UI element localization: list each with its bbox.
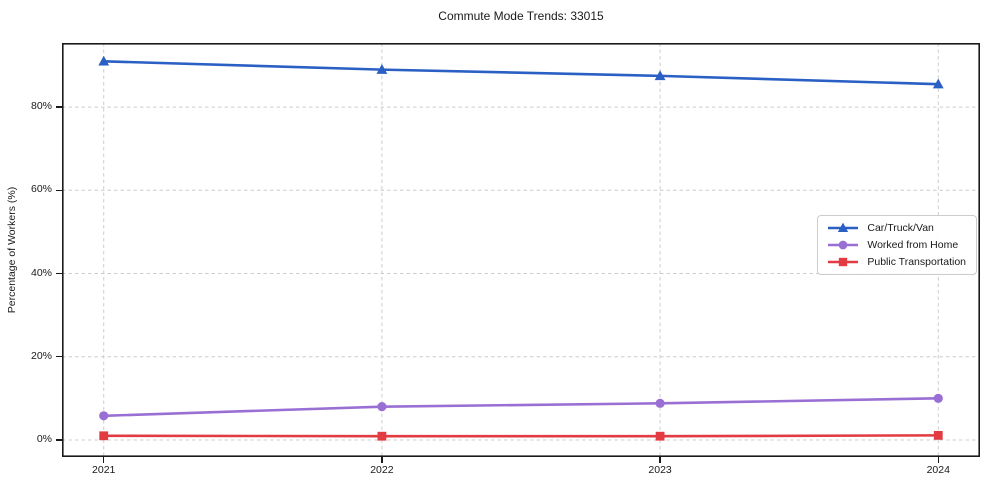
x-tick-label: 2023	[648, 464, 672, 476]
y-tick-label: 20%	[30, 349, 52, 362]
data-point-worked-from-home	[655, 398, 665, 408]
data-point-public-transportation	[99, 431, 109, 441]
legend: Car/Truck/Van Worked from Home Public Tran…	[817, 215, 977, 275]
data-point-car-truck-van	[98, 55, 110, 66]
y-tick-mark	[56, 189, 62, 191]
data-point-public-transportation	[377, 431, 387, 441]
data-point-public-transportation	[933, 430, 943, 440]
x-tick-label: 2021	[92, 464, 116, 476]
y-tick-mark	[56, 106, 62, 108]
data-point-worked-from-home	[99, 411, 109, 421]
legend-marker-worked-from-home	[828, 240, 859, 250]
legend-marker-car-truck-van	[828, 222, 859, 232]
legend-item-public-transportation: Public Transportation	[826, 255, 966, 269]
x-tick-mark	[937, 457, 939, 463]
y-tick-label: 60%	[30, 183, 52, 196]
plot-canvas	[62, 43, 980, 457]
y-tick-mark	[56, 272, 62, 275]
data-point-worked-from-home	[933, 393, 943, 403]
legend-label: Car/Truck/Van	[867, 222, 934, 234]
data-point-public-transportation	[655, 431, 665, 441]
x-tick-mark	[381, 457, 383, 463]
legend-marker-public-transportation	[828, 257, 859, 267]
chart-title: Commute Mode Trends: 33015	[438, 9, 604, 23]
y-tick-mark	[56, 439, 62, 441]
series-line-public-transportation	[102, 434, 940, 438]
plot-area: Car/Truck/Van Worked from Home Public Tran…	[62, 43, 980, 457]
data-point-car-truck-van	[654, 70, 666, 81]
legend-item-car-truck-van: Car/Truck/Van	[826, 221, 966, 235]
x-tick-mark	[659, 457, 661, 463]
y-tick-label: 0%	[36, 432, 52, 445]
y-tick-label: 80%	[30, 100, 52, 113]
y-axis-label: Percentage of Workers (%)	[6, 186, 18, 314]
y-tick-mark	[56, 356, 62, 358]
x-tick-mark	[103, 457, 105, 463]
legend-item-worked-from-home: Worked from Home	[826, 238, 966, 252]
y-tick-label: 40%	[30, 266, 52, 279]
series-line-car-truck-van	[102, 60, 940, 86]
data-point-worked-from-home	[377, 402, 387, 412]
data-point-car-truck-van	[376, 64, 388, 74]
legend-label: Public Transportation	[867, 256, 966, 268]
series-line-worked-from-home	[102, 397, 940, 418]
legend-label: Worked from Home	[867, 239, 959, 251]
plot-border	[62, 43, 980, 457]
x-tick-label: 2022	[370, 464, 394, 476]
data-point-car-truck-van	[932, 78, 944, 89]
x-tick-label: 2024	[926, 464, 950, 476]
